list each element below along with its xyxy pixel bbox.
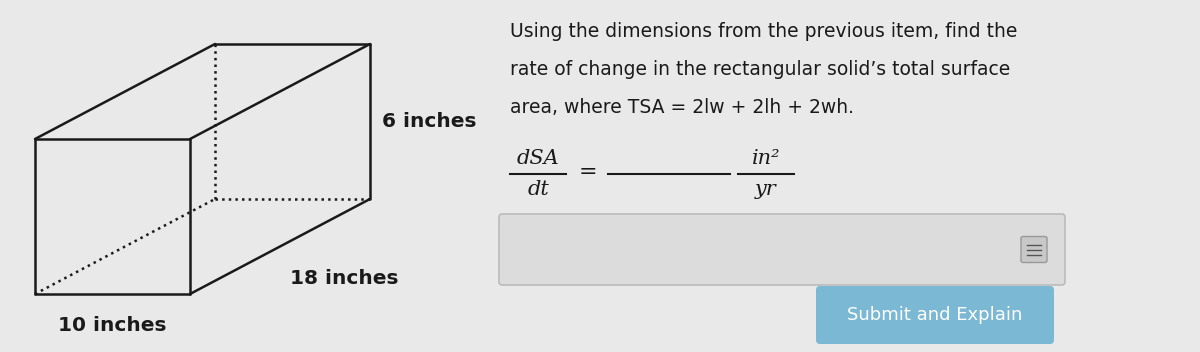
FancyBboxPatch shape: [1021, 237, 1046, 263]
Text: 18 inches: 18 inches: [290, 269, 398, 288]
Text: dSA: dSA: [517, 149, 559, 168]
Text: 6 inches: 6 inches: [382, 112, 476, 131]
Text: dt: dt: [527, 180, 548, 199]
Text: in²: in²: [751, 149, 780, 168]
Text: Using the dimensions from the previous item, find the: Using the dimensions from the previous i…: [510, 22, 1018, 41]
Text: yr: yr: [755, 180, 776, 199]
Text: 10 inches: 10 inches: [59, 316, 167, 335]
FancyBboxPatch shape: [816, 286, 1054, 344]
Text: area, where TSA = 2lw + 2lh + 2wh.: area, where TSA = 2lw + 2lh + 2wh.: [510, 98, 854, 117]
Text: rate of change in the rectangular solid’s total surface: rate of change in the rectangular solid’…: [510, 60, 1010, 79]
FancyBboxPatch shape: [499, 214, 1066, 285]
Text: =: =: [578, 162, 598, 182]
Text: Submit and Explain: Submit and Explain: [847, 306, 1022, 324]
